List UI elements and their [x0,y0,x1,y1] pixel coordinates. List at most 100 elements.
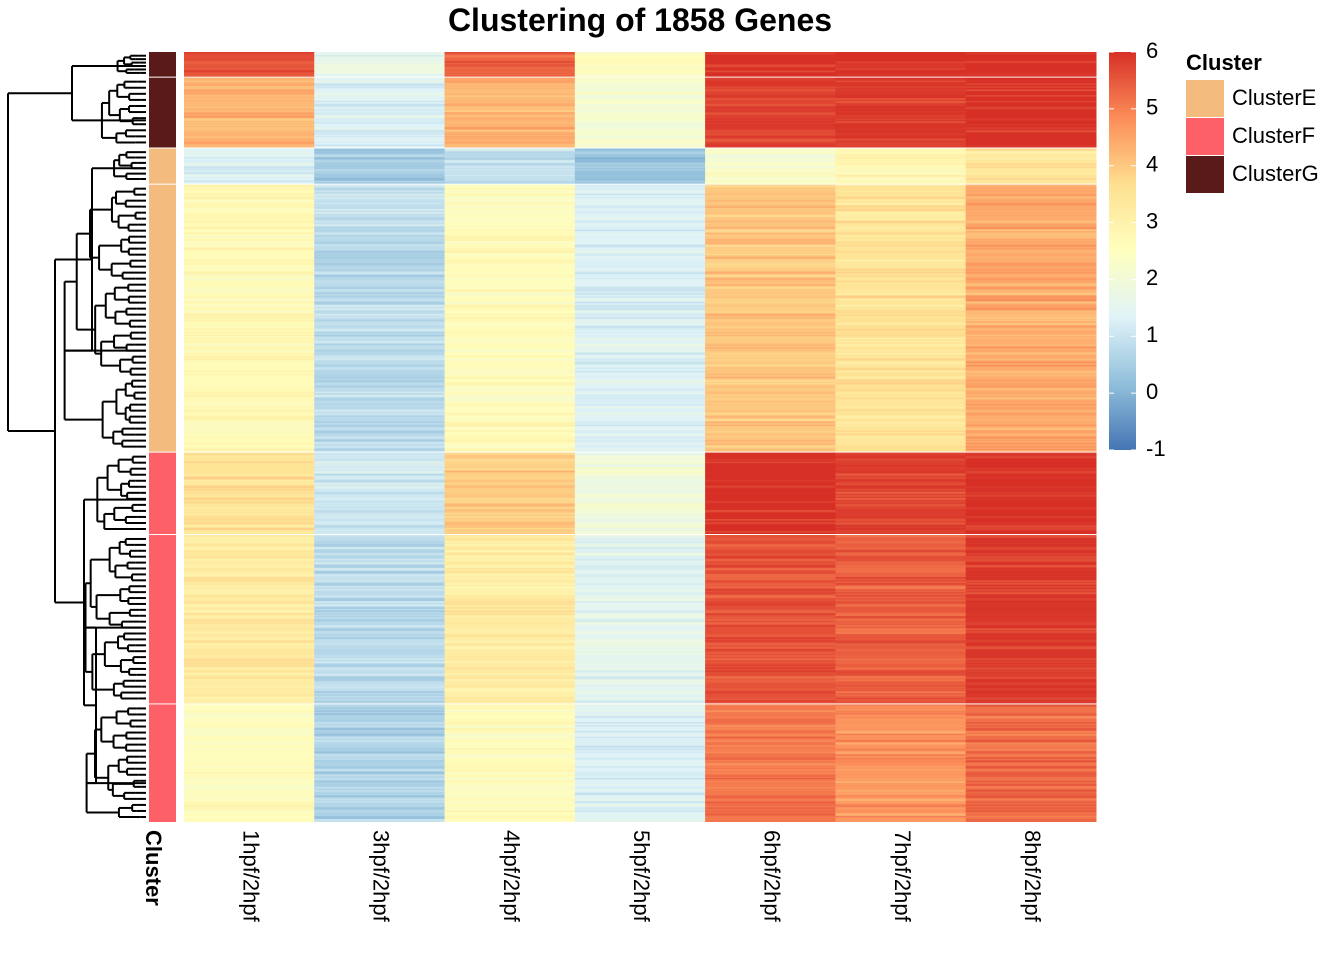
heatmap-texture [444,144,576,147]
heatmap-texture [184,292,315,296]
heatmap-texture [184,171,315,175]
heatmap-texture [965,601,1097,603]
heatmap-texture [314,646,446,650]
heatmap-texture [835,124,967,127]
heatmap-texture [574,141,706,144]
heatmap-texture [444,810,576,813]
heatmap-texture [314,547,446,549]
heatmap-texture [965,541,1097,543]
heatmap-texture [314,319,446,321]
heatmap-texture [574,208,706,211]
heatmap-texture [705,313,836,317]
color-scale-bar [1109,52,1136,450]
heatmap-texture [184,169,315,172]
heatmap-texture [965,220,1097,224]
heatmap-texture [444,241,576,245]
heatmap-texture [444,148,576,152]
heatmap-texture [574,295,706,298]
heatmap-texture [444,141,576,144]
heatmap-texture [314,238,446,242]
scale-tick-label: 3 [1146,208,1158,233]
scale-tick-label: 1 [1146,322,1158,347]
heatmap-texture [835,83,967,85]
heatmap-texture [314,789,446,793]
heatmap-texture [705,358,836,362]
heatmap-texture [444,685,576,688]
heatmap-texture [835,109,967,111]
heatmap-texture [314,98,446,101]
heatmap-texture [705,89,836,92]
heatmap-texture [705,503,836,506]
heatmap-texture [314,343,446,345]
heatmap-texture [184,586,315,588]
heatmap-texture [574,187,706,191]
heatmap-texture [314,262,446,266]
heatmap-texture [705,361,836,365]
heatmap-texture [574,730,706,733]
heatmap-texture [184,217,315,219]
heatmap-texture [835,277,967,280]
heatmap-texture [835,95,967,98]
heatmap-texture [574,571,706,575]
heatmap-texture [835,625,967,627]
heatmap-texture [965,100,1097,103]
heatmap-texture [965,292,1097,295]
heatmap-texture [314,92,446,95]
heatmap-texture [965,103,1097,106]
heatmap-texture [965,664,1097,666]
heatmap-texture [444,403,576,407]
heatmap-texture [965,682,1097,686]
heatmap-texture [314,613,446,616]
heatmap-texture [314,367,446,370]
heatmap-texture [835,379,967,383]
heatmap-texture [314,112,446,115]
heatmap-texture [444,376,576,379]
heatmap-texture [574,580,706,583]
heatmap-texture [965,67,1097,71]
heatmap-texture [705,86,836,89]
heatmap-texture [184,445,315,448]
heatmap-texture [184,470,315,473]
heatmap-texture [314,719,446,721]
heatmap-texture [705,769,836,771]
heatmap-texture [705,271,836,275]
heatmap-texture [835,226,967,230]
heatmap-texture [444,265,576,269]
heatmap-texture [574,652,706,655]
heatmap-texture [314,521,446,525]
heatmap-texture [184,265,315,269]
heatmap-texture [574,232,706,236]
heatmap-texture [444,92,576,94]
heatmap-texture [184,160,315,163]
heatmap-texture [835,70,967,73]
heatmap-texture [314,163,446,165]
heatmap-texture [314,151,446,154]
heatmap-texture [444,424,576,427]
heatmap-texture [184,637,315,640]
heatmap-texture [705,238,836,242]
heatmap-texture [705,229,836,233]
heatmap-texture [314,710,446,712]
heatmap-texture [705,676,836,679]
heatmap-texture [314,544,446,547]
heatmap-texture [444,628,576,631]
heatmap-texture [314,727,446,730]
heatmap-texture [574,601,706,603]
heatmap-texture [574,103,706,107]
heatmap-texture [184,804,315,808]
heatmap-texture [444,482,576,485]
heatmap-texture [314,763,446,765]
heatmap-texture [314,479,446,483]
heatmap-texture [314,745,446,748]
heatmap-texture [444,586,576,590]
heatmap-texture [184,786,315,790]
heatmap-texture [965,193,1097,197]
heatmap-texture [184,816,315,818]
heatmap-texture [835,789,967,792]
heatmap-texture [965,379,1097,382]
heatmap-texture [705,448,836,452]
heatmap-texture [965,169,1097,172]
heatmap-texture [574,238,706,242]
heatmap-texture [444,163,576,166]
heatmap-texture [314,685,446,689]
